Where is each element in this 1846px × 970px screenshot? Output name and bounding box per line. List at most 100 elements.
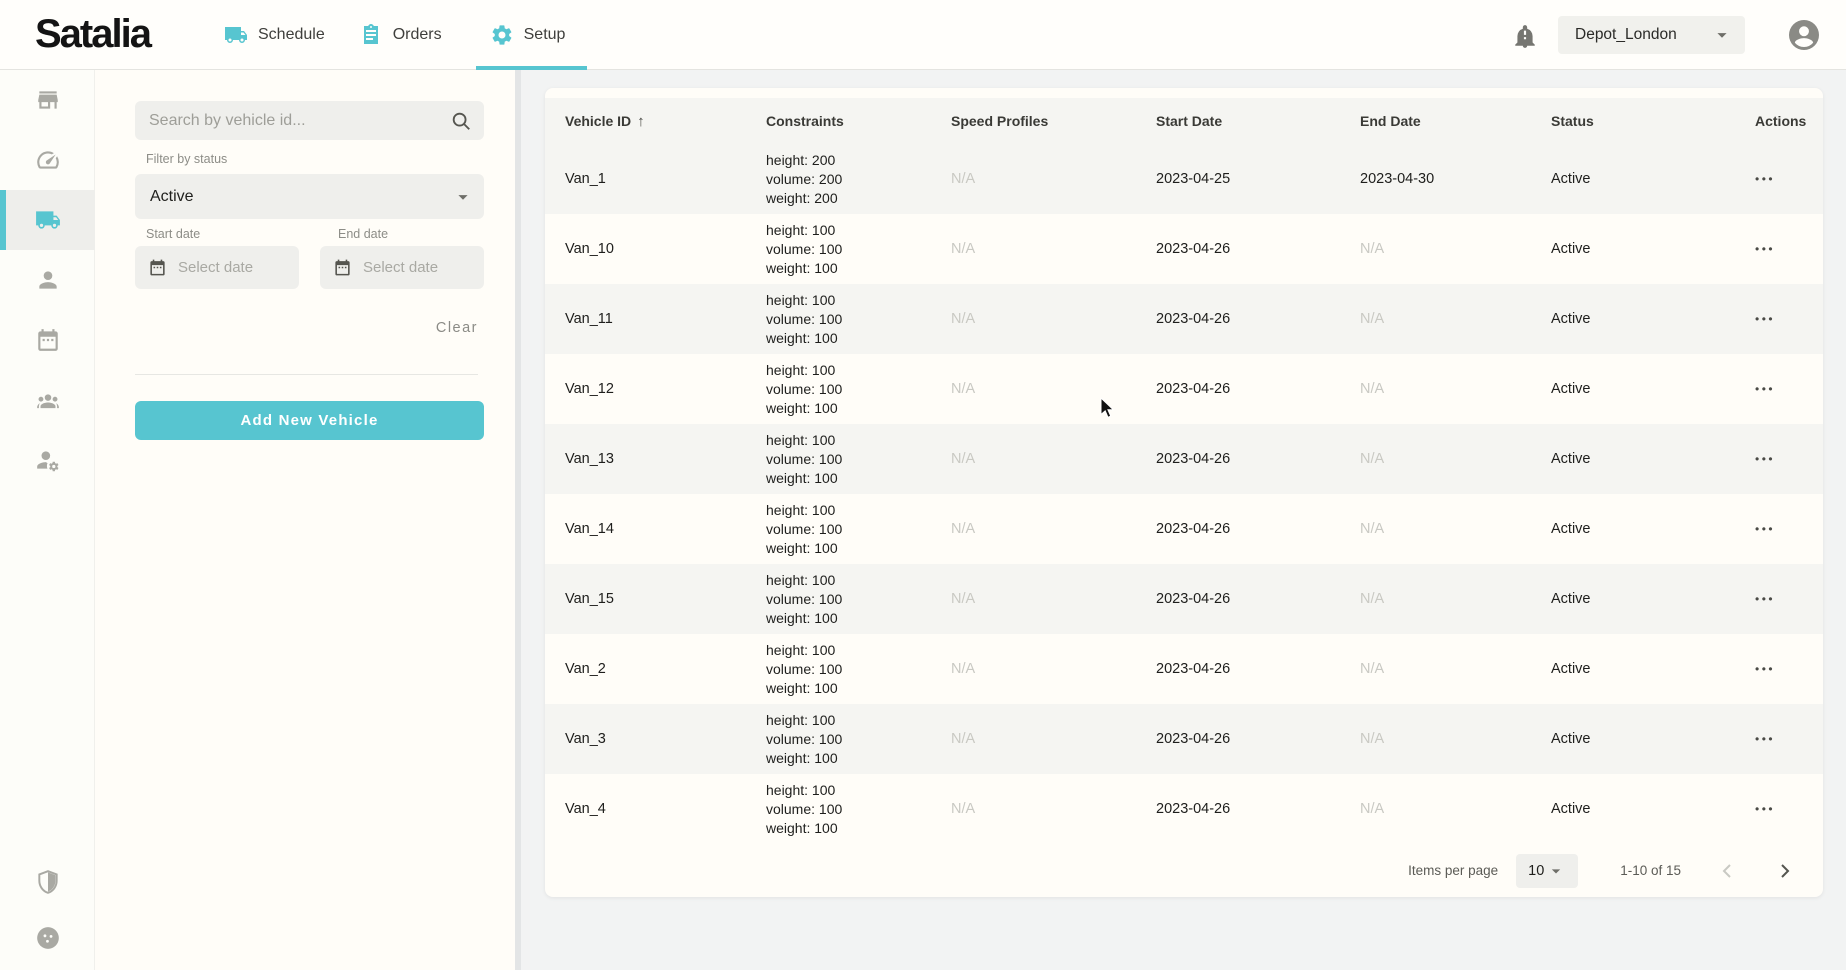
sidebar-item-cookie[interactable] [0,910,95,966]
end-date-cell: N/A [1360,801,1385,817]
constraint-weight: weight: 100 [766,679,838,696]
table-row: Van_4 height: 100 volume: 100 weight: 10… [545,774,1823,844]
notifications-button[interactable] [1512,23,1538,49]
row-actions-button[interactable]: ••• [1755,662,1776,676]
row-actions-button[interactable]: ••• [1755,382,1776,396]
speed-profiles-cell: N/A [951,801,976,817]
table-header-row: Vehicle ID ↑ Constraints Speed Profiles … [545,98,1823,144]
row-actions-button[interactable]: ••• [1755,802,1776,816]
end-date-input[interactable]: Select date [320,246,484,289]
tab-orders[interactable]: Orders [359,0,442,69]
table-row: Van_10 height: 100 volume: 100 weight: 1… [545,214,1823,284]
start-date-label: Start date [146,227,201,241]
calendar-icon [35,327,61,353]
column-header-vehicle-id[interactable]: Vehicle ID ↑ [565,113,766,130]
speed-profiles-cell: N/A [951,521,976,537]
sidebar-item-vehicles[interactable] [0,190,95,250]
gear-icon [490,23,514,47]
speed-profiles-cell: N/A [951,591,976,607]
row-actions-button[interactable]: ••• [1755,172,1776,186]
vehicle-search [135,101,484,140]
end-date-label: End date [338,227,389,241]
table-row: Van_14 height: 100 volume: 100 weight: 1… [545,494,1823,564]
speed-profiles-cell: N/A [951,171,976,187]
start-date-cell: 2023-04-26 [1156,521,1231,537]
tab-setup[interactable]: Setup [475,0,588,70]
constraint-volume: volume: 100 [766,730,843,747]
constraint-weight: weight: 100 [766,749,838,766]
constraints-cell: height: 100 volume: 100 weight: 100 [766,571,951,628]
page-size-select[interactable]: 10 [1516,853,1579,888]
constraint-height: height: 100 [766,431,836,448]
constraints-cell: height: 200 volume: 200 weight: 200 [766,151,951,208]
search-input[interactable] [149,111,450,130]
constraints-cell: height: 100 volume: 100 weight: 100 [766,361,951,418]
constraint-weight: weight: 100 [766,329,838,346]
store-icon [35,87,61,113]
team-icon [35,387,61,413]
sidebar-item-dashboard[interactable] [0,130,95,190]
constraint-height: height: 100 [766,641,836,658]
next-page-button[interactable] [1773,859,1797,883]
constraints-cell: height: 100 volume: 100 weight: 100 [766,291,951,348]
vehicles-table: Vehicle ID ↑ Constraints Speed Profiles … [545,88,1823,897]
bell-icon [1512,23,1538,49]
constraint-volume: volume: 100 [766,520,843,537]
row-actions-button[interactable]: ••• [1755,592,1776,606]
main-nav: Schedule Orders Setup [224,0,588,70]
end-date-cell: N/A [1360,381,1385,397]
status-cell: Active [1551,311,1591,327]
add-new-vehicle-button[interactable]: Add New Vehicle [135,401,484,440]
row-actions-button[interactable]: ••• [1755,242,1776,256]
vehicle-id-cell: Van_13 [565,451,614,467]
end-date-cell: N/A [1360,731,1385,747]
table-body: Van_1 height: 200 volume: 200 weight: 20… [545,144,1823,844]
user-avatar-button[interactable] [1786,17,1822,53]
sidebar-item-drivers[interactable] [0,250,95,310]
status-cell: Active [1551,731,1591,747]
constraint-height: height: 100 [766,571,836,588]
clear-filters-button[interactable]: Clear [435,320,478,336]
start-date-input[interactable]: Select date [135,246,299,289]
status-cell: Active [1551,801,1591,817]
status-filter-select[interactable]: Active [135,174,484,219]
row-actions-button[interactable]: ••• [1755,452,1776,466]
column-header-status: Status [1551,113,1594,129]
constraint-volume: volume: 100 [766,450,843,467]
constraint-weight: weight: 100 [766,819,838,836]
vehicle-id-cell: Van_15 [565,591,614,607]
column-header-speed-profiles: Speed Profiles [951,113,1049,129]
filter-panel: Filter by status Active Start date End d… [95,70,521,970]
constraint-volume: volume: 100 [766,380,843,397]
constraint-volume: volume: 100 [766,240,843,257]
table-row: Van_15 height: 100 volume: 100 weight: 1… [545,564,1823,634]
start-date-cell: 2023-04-26 [1156,381,1231,397]
row-actions-button[interactable]: ••• [1755,312,1776,326]
panel-divider [135,374,478,375]
end-date-cell: 2023-04-30 [1360,171,1435,187]
speed-profiles-cell: N/A [951,731,976,747]
speed-profiles-cell: N/A [951,241,976,257]
sidebar-item-calendar[interactable] [0,310,95,370]
chevron-right-icon [1781,863,1790,878]
search-icon [450,110,472,132]
vehicle-id-header-label: Vehicle ID [565,113,632,129]
previous-page-button[interactable] [1715,859,1739,883]
row-actions-button[interactable]: ••• [1755,522,1776,536]
status-cell: Active [1551,381,1591,397]
tab-orders-label: Orders [392,25,442,43]
sidebar-item-store[interactable] [0,70,95,130]
constraint-weight: weight: 100 [766,399,838,416]
status-cell: Active [1551,661,1591,677]
end-date-cell: N/A [1360,661,1385,677]
items-per-page-label: Items per page [1408,863,1499,878]
sidebar-item-teams[interactable] [0,370,95,430]
row-actions-button[interactable]: ••• [1755,732,1776,746]
sidebar-item-users-settings[interactable] [0,430,95,490]
sidebar-item-privacy[interactable] [0,854,95,910]
tab-schedule[interactable]: Schedule [224,0,325,69]
pagination-range: 1-10 of 15 [1620,863,1681,878]
depot-selector[interactable]: Depot_London [1558,16,1745,54]
column-header-start-date: Start Date [1156,113,1223,129]
start-date-cell: 2023-04-26 [1156,241,1231,257]
